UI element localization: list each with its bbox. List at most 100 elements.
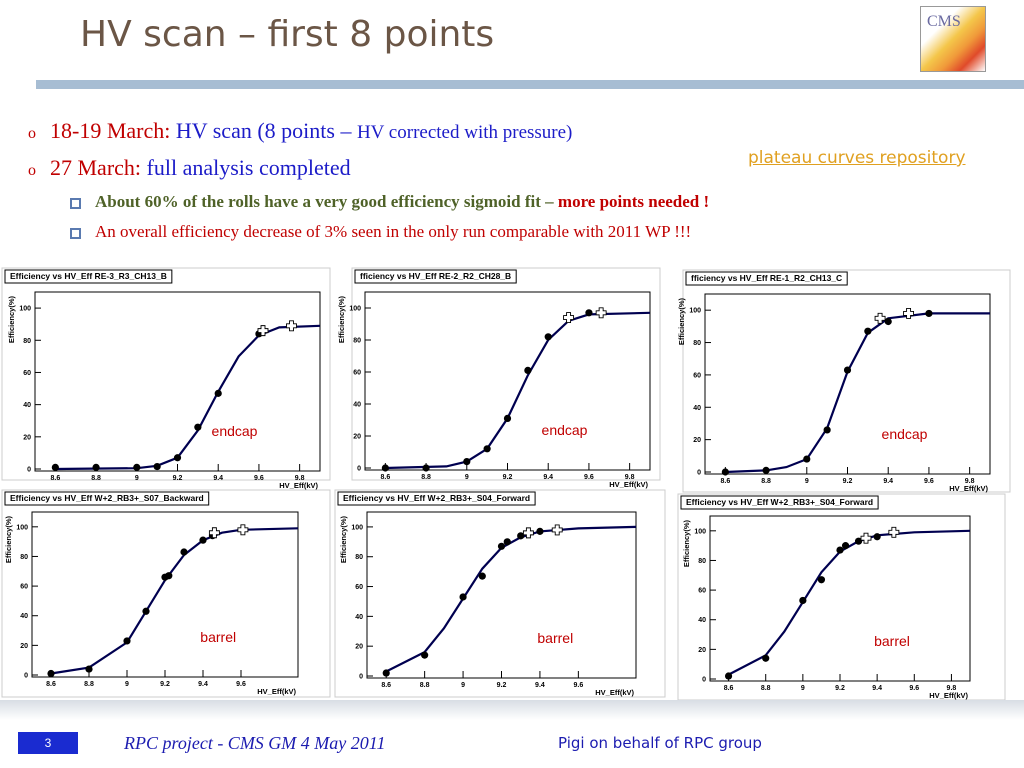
bullet-label: 27 March: bbox=[50, 155, 142, 180]
sub-bullet-text: An overall efficiency decrease of 3% see… bbox=[95, 222, 692, 241]
page-number: 3 bbox=[18, 732, 78, 754]
data-point bbox=[854, 537, 863, 545]
data-point bbox=[483, 445, 491, 453]
x-tick-label: 9.4 bbox=[213, 475, 223, 482]
x-tick-label: 9.4 bbox=[198, 681, 208, 688]
y-tick-label: 80 bbox=[698, 558, 706, 565]
sub-bullet: About 60% of the rolls have a very good … bbox=[70, 192, 709, 212]
data-point bbox=[503, 538, 511, 546]
y-tick-label: 60 bbox=[355, 584, 363, 591]
repository-link[interactable]: plateau curves repository bbox=[748, 148, 966, 168]
y-axis-label: Efficiency(%) bbox=[337, 296, 346, 344]
sub-bullet-emphasis: more points needed ! bbox=[557, 192, 710, 211]
data-point bbox=[51, 463, 59, 471]
x-tick-label: 9.4 bbox=[543, 474, 553, 481]
x-axis-label: HV_Eff(kV) bbox=[609, 480, 648, 489]
x-tick-label: 9 bbox=[461, 682, 465, 689]
data-point bbox=[762, 654, 770, 662]
data-point bbox=[153, 462, 161, 471]
footer-left: RPC project - CMS GM 4 May 2011 bbox=[124, 733, 386, 753]
y-tick-label: 0 bbox=[697, 470, 701, 477]
y-tick-label: 20 bbox=[693, 437, 701, 444]
y-tick-label: 40 bbox=[693, 405, 701, 412]
data-point bbox=[836, 546, 844, 554]
sub-bullet-text: About 60% of the rolls have a very good … bbox=[95, 192, 554, 211]
y-tick-label: 0 bbox=[357, 466, 361, 473]
x-tick-label: 9.6 bbox=[236, 681, 246, 688]
data-point bbox=[503, 414, 512, 422]
x-tick-label: 8.6 bbox=[380, 474, 390, 481]
fit-curve bbox=[50, 527, 299, 675]
chart-title-box bbox=[4, 491, 210, 506]
data-point bbox=[841, 542, 850, 550]
x-tick-label: 9.8 bbox=[295, 475, 305, 482]
data-point bbox=[459, 593, 467, 601]
y-tick-label: 80 bbox=[23, 338, 31, 345]
x-tick-label: 9 bbox=[465, 474, 469, 481]
data-point-open bbox=[903, 307, 915, 319]
y-tick-label: 40 bbox=[355, 614, 363, 621]
x-tick-label: 8.6 bbox=[46, 681, 56, 688]
y-tick-label: 40 bbox=[23, 402, 31, 409]
data-point bbox=[92, 463, 100, 471]
data-point bbox=[463, 458, 471, 466]
chart-title: Efficiency vs HV_Eff W+2_RB3+_S04_Forwar… bbox=[686, 497, 873, 507]
x-tick-label: 9.6 bbox=[573, 682, 583, 689]
y-axis-label: Efficiency(%) bbox=[339, 516, 348, 564]
x-tick-label: 9.6 bbox=[584, 474, 594, 481]
y-tick-label: 80 bbox=[355, 554, 363, 561]
x-axis-label: HV_Eff(kV) bbox=[257, 687, 296, 696]
data-point bbox=[817, 576, 826, 584]
x-axis-label: HV_Eff(kV) bbox=[279, 481, 318, 490]
y-tick-label: 60 bbox=[698, 588, 706, 595]
data-point bbox=[925, 309, 933, 318]
y-tick-label: 100 bbox=[694, 528, 706, 535]
data-point bbox=[524, 366, 532, 374]
data-point-open bbox=[237, 524, 249, 536]
y-tick-label: 40 bbox=[353, 402, 361, 409]
x-tick-label: 9.6 bbox=[924, 478, 934, 485]
data-point bbox=[173, 454, 182, 462]
slide-title: HV scan – first 8 points bbox=[80, 14, 495, 55]
data-point bbox=[724, 672, 733, 680]
y-tick-label: 0 bbox=[24, 673, 28, 680]
y-tick-label: 80 bbox=[20, 554, 28, 561]
y-axis-label: Efficiency(%) bbox=[7, 296, 16, 344]
bullet-text: full analysis completed bbox=[146, 155, 351, 180]
chart-title: Efficiency vs HV_Eff RE-3_R3_CH13_B bbox=[10, 271, 167, 281]
y-tick-label: 20 bbox=[355, 644, 363, 651]
data-point bbox=[194, 423, 202, 431]
x-tick-label: 9.2 bbox=[503, 474, 513, 481]
x-tick-label: 8.6 bbox=[381, 682, 391, 689]
x-tick-label: 9.6 bbox=[254, 475, 264, 482]
data-point bbox=[721, 468, 729, 476]
x-axis-label: HV_Eff(kV) bbox=[595, 688, 634, 697]
data-point-open bbox=[286, 320, 297, 332]
bullet-note: HV corrected with pressure) bbox=[356, 122, 573, 143]
y-tick-label: 20 bbox=[20, 643, 28, 650]
chart-title-box bbox=[685, 271, 848, 286]
x-tick-label: 9.8 bbox=[947, 685, 957, 692]
y-tick-label: 100 bbox=[16, 524, 28, 531]
y-tick-label: 100 bbox=[19, 306, 31, 313]
data-point bbox=[199, 536, 207, 544]
sub-bullet: An overall efficiency decrease of 3% see… bbox=[70, 222, 691, 242]
chart-title-box bbox=[337, 491, 536, 506]
x-tick-label: 8.6 bbox=[50, 475, 60, 482]
y-tick-label: 80 bbox=[353, 338, 361, 345]
data-point-open bbox=[551, 524, 563, 536]
data-point bbox=[422, 464, 430, 472]
data-point bbox=[47, 669, 55, 678]
data-point bbox=[864, 327, 872, 335]
x-tick-label: 9 bbox=[805, 478, 809, 485]
x-tick-label: 9.2 bbox=[497, 682, 507, 689]
data-point bbox=[180, 548, 188, 556]
chart-panel bbox=[1, 489, 331, 698]
y-tick-label: 60 bbox=[353, 370, 361, 377]
logo: CMS bbox=[920, 6, 986, 72]
y-tick-label: 20 bbox=[23, 434, 31, 441]
x-axis-label: HV_Eff(kV) bbox=[929, 691, 968, 700]
data-point-open bbox=[257, 325, 269, 337]
y-axis-label: Efficiency(%) bbox=[677, 298, 686, 346]
